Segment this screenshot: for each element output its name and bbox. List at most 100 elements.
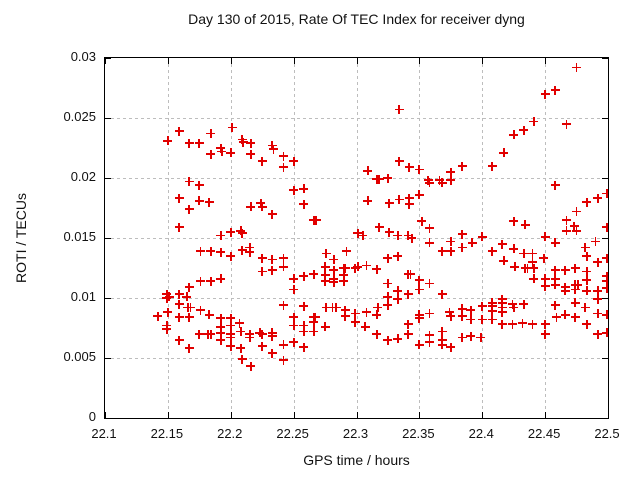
data-point-marker bbox=[562, 226, 571, 236]
data-point-marker bbox=[384, 227, 394, 237]
data-point-marker bbox=[570, 312, 580, 322]
data-point-marker bbox=[194, 329, 204, 339]
data-point-marker bbox=[184, 343, 194, 353]
data-point-marker bbox=[373, 303, 383, 313]
data-point-marker bbox=[519, 125, 529, 135]
data-point-marker bbox=[602, 310, 608, 320]
data-point-marker bbox=[289, 185, 299, 195]
y-tick-label: 0.015 bbox=[63, 229, 96, 244]
data-point-marker bbox=[434, 175, 444, 185]
data-point-marker bbox=[540, 232, 550, 242]
x-tick-bottom bbox=[356, 412, 358, 418]
data-point-marker bbox=[393, 231, 403, 241]
data-point-marker bbox=[204, 197, 214, 207]
data-point-marker bbox=[457, 161, 467, 171]
data-point-marker bbox=[216, 328, 226, 338]
data-point-marker bbox=[423, 175, 433, 185]
data-point-marker bbox=[414, 313, 424, 323]
data-point-marker bbox=[424, 178, 434, 188]
data-point-marker bbox=[424, 337, 434, 347]
data-point-marker bbox=[394, 156, 404, 166]
data-point-marker bbox=[510, 262, 520, 272]
x-tick-top bbox=[293, 58, 295, 64]
data-point-marker bbox=[540, 319, 550, 329]
data-point-marker bbox=[206, 149, 216, 159]
data-point-marker bbox=[560, 265, 570, 275]
data-point-marker bbox=[374, 174, 384, 184]
data-point-marker bbox=[487, 161, 497, 171]
y-tick-label: 0.005 bbox=[63, 349, 96, 364]
data-point-marker bbox=[236, 343, 246, 353]
y-tick-label: 0 bbox=[88, 409, 96, 424]
data-point-marker bbox=[487, 301, 497, 311]
data-point-marker bbox=[487, 246, 497, 256]
data-point-marker bbox=[246, 149, 256, 159]
y-tick-right bbox=[602, 298, 608, 299]
y-axis-label: ROTI / TECUs bbox=[13, 193, 29, 283]
data-point-marker bbox=[550, 238, 560, 248]
data-point-marker bbox=[163, 307, 173, 317]
data-point-marker bbox=[362, 307, 372, 317]
data-point-marker bbox=[519, 299, 529, 309]
data-point-marker bbox=[360, 322, 370, 332]
data-point-marker bbox=[477, 315, 487, 325]
data-point-marker bbox=[457, 229, 467, 239]
data-point-marker bbox=[383, 279, 393, 289]
data-point-marker bbox=[245, 333, 255, 343]
data-point-marker bbox=[602, 328, 608, 338]
data-point-marker bbox=[174, 289, 184, 299]
data-point-marker bbox=[580, 243, 590, 253]
data-point-marker bbox=[299, 321, 309, 331]
x-tick-bottom bbox=[545, 412, 547, 418]
data-point-marker bbox=[237, 228, 247, 238]
data-point-marker bbox=[497, 307, 507, 317]
data-point-marker bbox=[403, 329, 413, 339]
data-point-marker bbox=[321, 303, 331, 313]
y-tick-left bbox=[105, 298, 111, 299]
x-tick-bottom bbox=[167, 412, 169, 418]
data-point-marker bbox=[582, 319, 592, 329]
data-point-marker bbox=[257, 341, 267, 351]
data-point-marker bbox=[540, 274, 550, 284]
data-point-marker bbox=[216, 274, 226, 284]
data-point-marker bbox=[372, 329, 382, 339]
data-point-marker bbox=[226, 321, 236, 331]
data-point-marker bbox=[487, 306, 497, 316]
data-point-marker bbox=[517, 318, 527, 328]
data-point-marker bbox=[267, 265, 277, 275]
data-point-marker bbox=[153, 311, 163, 321]
data-point-marker bbox=[174, 126, 184, 136]
data-point-marker bbox=[602, 276, 608, 286]
x-tick-label: 22.3 bbox=[342, 426, 369, 441]
data-point-marker bbox=[162, 293, 172, 303]
data-point-marker bbox=[237, 135, 247, 145]
x-tick-top bbox=[167, 58, 169, 64]
data-point-marker bbox=[394, 105, 404, 115]
data-point-marker bbox=[289, 274, 299, 284]
y-tick-left bbox=[105, 418, 111, 419]
data-point-marker bbox=[226, 227, 236, 237]
x-tick-label: 22.2 bbox=[217, 426, 243, 441]
data-point-marker bbox=[226, 341, 236, 351]
data-point-marker bbox=[528, 257, 538, 267]
y-gridline bbox=[105, 298, 608, 299]
x-tick-bottom bbox=[419, 412, 421, 418]
data-point-marker bbox=[550, 180, 560, 190]
data-point-marker bbox=[437, 178, 447, 188]
data-point-marker bbox=[246, 202, 256, 212]
data-point-marker bbox=[572, 207, 582, 217]
data-point-marker bbox=[383, 253, 393, 263]
data-point-marker bbox=[164, 292, 174, 302]
data-point-marker bbox=[582, 286, 592, 296]
data-point-marker bbox=[437, 246, 447, 256]
data-point-marker bbox=[550, 280, 560, 290]
x-tick-label: 22.15 bbox=[150, 426, 184, 441]
data-point-marker bbox=[476, 333, 486, 343]
data-point-marker bbox=[279, 151, 289, 161]
y-tick-right bbox=[602, 178, 608, 179]
data-point-marker bbox=[457, 304, 467, 314]
data-point-marker bbox=[235, 318, 245, 328]
data-point-marker bbox=[602, 222, 608, 232]
data-point-marker bbox=[424, 238, 434, 248]
data-point-marker bbox=[406, 269, 416, 279]
